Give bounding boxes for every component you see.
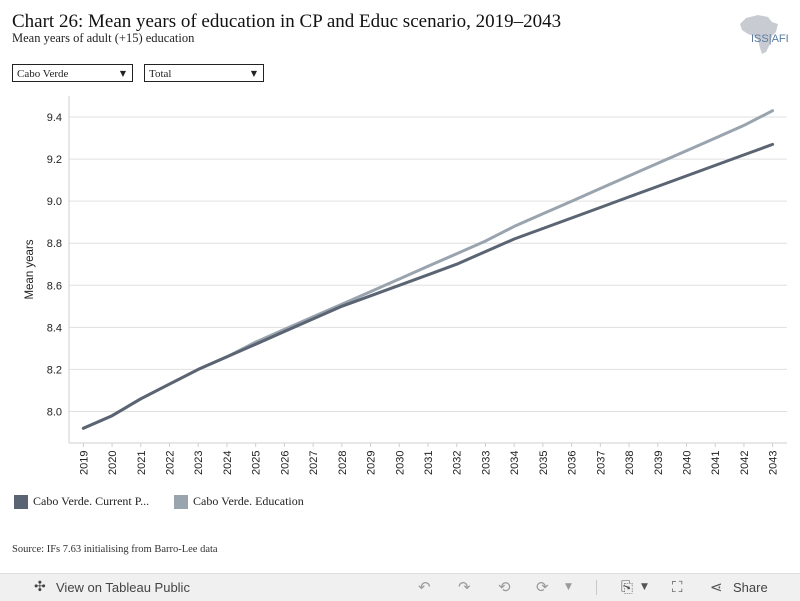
refresh-icon[interactable]: ⟳ bbox=[536, 578, 549, 596]
iss-africa-logo: ISS|AFI bbox=[740, 15, 789, 54]
group-filter-dropdown[interactable]: Total ▼ bbox=[144, 64, 264, 82]
x-tick-label: 2024 bbox=[222, 451, 234, 475]
redo-icon[interactable]: ↷ bbox=[458, 578, 471, 596]
africa-map-icon bbox=[740, 15, 778, 54]
country-filter-value: Cabo Verde bbox=[17, 68, 69, 80]
x-tick-label: 2022 bbox=[165, 451, 177, 475]
x-tick-label: 2037 bbox=[595, 451, 607, 475]
share-icon[interactable]: ⋖ bbox=[710, 578, 723, 596]
x-tick-label: 2042 bbox=[739, 451, 751, 475]
legend-item-current-path[interactable]: Cabo Verde. Current P... bbox=[14, 494, 149, 509]
view-on-tableau-link[interactable]: View on Tableau Public bbox=[56, 580, 190, 595]
chevron-down-icon: ▼ bbox=[250, 69, 257, 78]
x-tick-label: 2030 bbox=[394, 451, 406, 475]
legend-label-current-path: Cabo Verde. Current P... bbox=[33, 494, 150, 508]
legend-item-education[interactable]: Cabo Verde. Education bbox=[174, 494, 304, 509]
share-button[interactable]: Share bbox=[733, 580, 768, 595]
x-tick-label: 2036 bbox=[567, 451, 579, 475]
x-tick-label: 2019 bbox=[78, 451, 90, 475]
series-line-current-path[interactable] bbox=[81, 142, 775, 430]
x-tick-label: 2038 bbox=[624, 451, 636, 475]
x-tick-label: 2021 bbox=[136, 451, 148, 475]
toolbar-divider bbox=[596, 580, 597, 595]
download-icon[interactable]: ⎘ bbox=[621, 578, 634, 596]
x-tick-label: 2043 bbox=[768, 451, 780, 475]
x-tick-label: 2039 bbox=[653, 451, 665, 475]
x-tick-label: 2025 bbox=[251, 451, 263, 475]
revert-icon[interactable]: ⟲ bbox=[498, 578, 511, 596]
legend-swatch-education bbox=[174, 494, 188, 509]
y-axis-title: Mean years bbox=[24, 239, 36, 299]
x-tick-label: 2023 bbox=[193, 451, 205, 475]
chevron-down-icon[interactable]: ▼ bbox=[641, 582, 648, 592]
line-chart[interactable]: 8.0 8.2 8.4 8.6 8.8 9.0 9.2 9.4 Mean years 2019 20… bbox=[0, 88, 800, 488]
chevron-down-icon[interactable]: ▼ bbox=[565, 582, 572, 592]
tableau-toolbar: ✣ View on Tableau Public ↶ ↷ ⟲ ⟳ ▼ ⎘ ▼ ⛶… bbox=[0, 573, 800, 601]
x-tick-label: 2029 bbox=[366, 451, 378, 475]
series-line-education[interactable] bbox=[81, 109, 775, 430]
y-tick-label: 8.2 bbox=[47, 364, 62, 376]
y-tick-label: 8.0 bbox=[47, 406, 62, 418]
chart-subtitle: Mean years of adult (+15) education bbox=[12, 31, 195, 45]
legend-swatch-current-path bbox=[14, 494, 28, 509]
x-tick-label: 2032 bbox=[452, 451, 464, 475]
y-tick-label: 9.0 bbox=[47, 196, 62, 208]
x-tick-label: 2020 bbox=[107, 451, 119, 475]
x-tick-label: 2040 bbox=[681, 451, 693, 475]
x-tick-label: 2041 bbox=[710, 451, 722, 475]
y-tick-label: 9.4 bbox=[47, 112, 62, 124]
y-tick-label: 8.6 bbox=[47, 280, 62, 292]
x-tick-label: 2026 bbox=[279, 451, 291, 475]
y-tick-label: 9.2 bbox=[47, 154, 62, 166]
x-tick-label: 2031 bbox=[423, 451, 435, 475]
x-tick-label: 2028 bbox=[337, 451, 349, 475]
x-tick-label: 2033 bbox=[480, 451, 492, 475]
logo-text: ISS|AFI bbox=[751, 33, 789, 45]
chart-title: Chart 26: Mean years of education in CP … bbox=[12, 11, 562, 32]
y-tick-label: 8.8 bbox=[47, 238, 62, 250]
legend-label-education: Cabo Verde. Education bbox=[193, 494, 304, 508]
x-tick-label: 2035 bbox=[538, 451, 550, 475]
group-filter-value: Total bbox=[149, 68, 172, 80]
source-note: Source: IFs 7.63 initialising from Barro… bbox=[12, 544, 218, 555]
undo-icon[interactable]: ↶ bbox=[418, 578, 431, 596]
country-filter-dropdown[interactable]: Cabo Verde ▼ bbox=[12, 64, 133, 82]
fullscreen-icon[interactable]: ⛶ bbox=[672, 578, 683, 596]
x-tick-label: 2034 bbox=[509, 451, 521, 475]
chevron-down-icon: ▼ bbox=[119, 69, 126, 78]
tableau-public-icon: ✣ bbox=[34, 579, 46, 595]
x-tick-label: 2027 bbox=[308, 451, 320, 475]
y-tick-label: 8.4 bbox=[47, 322, 62, 334]
